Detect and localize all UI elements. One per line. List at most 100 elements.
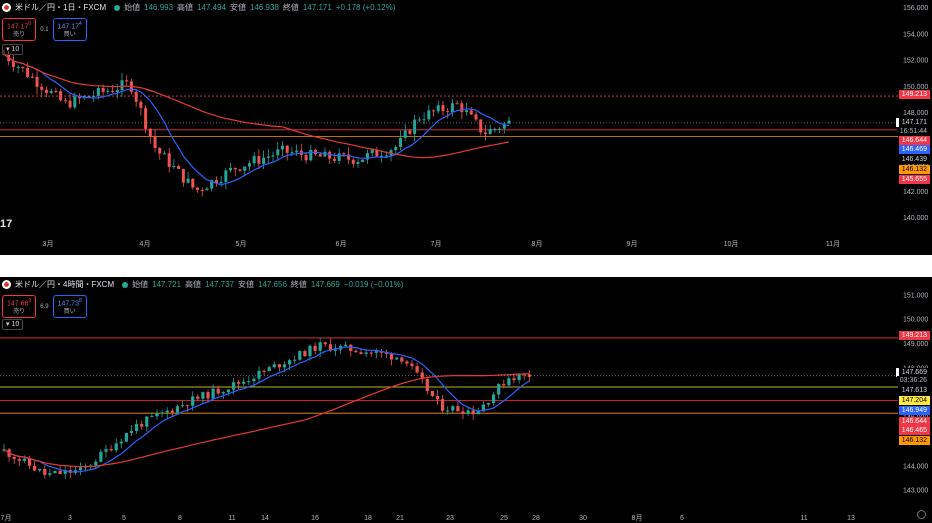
h4-chart-canvas[interactable]: 151.000150.000149.000148.000147.000146.0…	[0, 277, 932, 523]
candle-body	[44, 89, 48, 93]
ma-short-line	[3, 53, 510, 186]
candle-body	[267, 367, 271, 371]
candle-body	[205, 188, 209, 191]
x-tick-label: 4月	[140, 240, 151, 248]
candle-body	[400, 357, 404, 362]
x-tick-label: 28	[532, 515, 540, 522]
candle-body	[323, 342, 327, 345]
candle-body	[328, 344, 332, 351]
buy-button[interactable]: 147.738 買い	[52, 295, 87, 319]
candle-body	[84, 466, 88, 468]
open-value: 146.993	[144, 3, 174, 12]
candle-body	[370, 149, 374, 154]
candle-body	[405, 361, 409, 364]
candle-body	[63, 100, 67, 102]
open-label: 始値	[132, 280, 149, 289]
candle-body	[109, 449, 113, 451]
price-tag: 146.469	[898, 145, 930, 154]
candle-body	[186, 178, 190, 183]
candle-body	[134, 91, 138, 102]
candle-body	[16, 66, 20, 68]
candle-body	[191, 178, 195, 188]
candle-body	[243, 166, 247, 171]
candle-body	[140, 424, 144, 427]
candle-body	[398, 137, 402, 147]
candle-body	[216, 388, 220, 394]
settings-icon[interactable]	[917, 510, 926, 519]
candle-body	[12, 456, 16, 460]
indicator-toggle[interactable]: ▾ 10	[2, 44, 24, 55]
candle-body	[351, 159, 355, 164]
candle-body	[196, 187, 200, 190]
candle-body	[359, 352, 363, 354]
candle-body	[441, 399, 445, 411]
tradingview-logo: 17	[0, 218, 13, 230]
x-tick-label: 6月	[336, 240, 347, 248]
candle-body	[247, 163, 251, 167]
candle-body	[257, 370, 261, 379]
candle-body	[242, 381, 246, 384]
y-tick-label: 142.000	[903, 189, 928, 196]
daily-chart-canvas[interactable]: 156.000154.000152.000150.000148.000146.0…	[0, 0, 932, 255]
low-label: 安値	[237, 280, 254, 289]
candle-body	[380, 155, 384, 157]
y-tick-label: 154.000	[903, 31, 928, 38]
candle-body	[266, 156, 270, 158]
candle-body	[466, 410, 470, 414]
candle-body	[181, 168, 185, 183]
candle-body	[172, 165, 176, 168]
indicator-toggle[interactable]: ▾ 10	[2, 319, 24, 330]
candle-body	[224, 170, 228, 182]
price-tag: 146.465	[898, 426, 930, 435]
candle-body	[522, 374, 526, 376]
candle-body	[233, 167, 237, 170]
candle-body	[115, 89, 119, 92]
x-tick-label: 7月	[431, 240, 442, 248]
candle-body	[155, 413, 159, 417]
candle-body	[502, 123, 506, 129]
symbol-title[interactable]: 米ドル／円・4時間・FXCM	[15, 280, 115, 289]
candle-body	[512, 378, 516, 381]
price-tag: 147.204	[898, 396, 930, 405]
candle-body	[446, 410, 450, 412]
candle-body	[125, 80, 129, 82]
price-tag: 149.213	[898, 331, 930, 340]
candle-body	[78, 96, 82, 99]
x-tick-label: 3月	[43, 240, 54, 248]
candle-body	[471, 410, 475, 415]
candle-body	[167, 153, 171, 168]
candle-body	[420, 372, 424, 380]
symbol-title[interactable]: 米ドル／円・1日・FXCM	[15, 3, 107, 12]
usdjpy-flag-icon	[2, 280, 11, 289]
buy-button[interactable]: 147.174 買い	[52, 18, 87, 42]
candle-body	[175, 406, 179, 413]
candle-body	[221, 392, 225, 394]
candle-body	[303, 351, 307, 357]
high-label: 高値	[177, 3, 194, 12]
candle-body	[455, 103, 459, 105]
candle-body	[474, 114, 478, 120]
panel-separator	[0, 255, 932, 277]
candle-body	[54, 91, 58, 93]
price-tag: 147.171	[898, 118, 930, 127]
h4-chart-panel[interactable]: 151.000150.000149.000148.000147.000146.0…	[0, 277, 932, 523]
h4-chart-header: 米ドル／円・4時間・FXCM 始値 147.721 高値 147.737 安値 147…	[2, 279, 403, 290]
x-tick-label: 11	[800, 515, 807, 522]
candle-body	[461, 411, 465, 414]
y-tick-label: 149.000	[903, 341, 928, 348]
sell-button[interactable]: 147.669 売り	[2, 295, 37, 319]
candle-body	[354, 350, 358, 353]
candle-body	[262, 157, 266, 164]
candle-body	[375, 149, 379, 157]
y-tick-label: 150.000	[903, 317, 928, 324]
candle-body	[493, 128, 497, 130]
x-tick-label: 5月	[236, 240, 247, 248]
candle-body	[153, 135, 157, 149]
sell-button[interactable]: 147.170 売り	[2, 18, 37, 42]
candle-body	[104, 449, 108, 452]
spread-value: 0.1	[40, 26, 49, 33]
daily-chart-panel[interactable]: 156.000154.000152.000150.000148.000146.0…	[0, 0, 932, 255]
candle-body	[415, 366, 419, 373]
candle-body	[170, 410, 174, 413]
candle-body	[201, 392, 205, 399]
